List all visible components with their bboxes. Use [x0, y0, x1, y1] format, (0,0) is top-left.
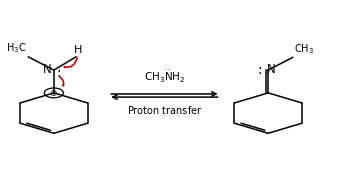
FancyArrowPatch shape: [64, 58, 77, 67]
Text: $\oplus$: $\oplus$: [50, 88, 58, 98]
Text: $\mathsf{N}$: $\mathsf{N}$: [41, 63, 51, 76]
Text: $\mathsf{CH_3\overset{..}{N}H_2}$: $\mathsf{CH_3\overset{..}{N}H_2}$: [144, 68, 185, 85]
Text: $\mathsf{H_3C}$: $\mathsf{H_3C}$: [6, 42, 27, 55]
Text: $\mathsf{H}$: $\mathsf{H}$: [73, 44, 82, 55]
FancyArrowPatch shape: [60, 76, 64, 86]
Text: $\mathsf{:}$: $\mathsf{:}$: [54, 66, 62, 80]
Text: $\mathsf{Proton\ transfer}$: $\mathsf{Proton\ transfer}$: [127, 104, 202, 116]
Text: $\mathsf{CH_3}$: $\mathsf{CH_3}$: [294, 42, 314, 56]
Text: $\mathsf{N}$: $\mathsf{N}$: [266, 63, 276, 76]
Text: $\mathsf{:}$: $\mathsf{:}$: [255, 63, 263, 77]
